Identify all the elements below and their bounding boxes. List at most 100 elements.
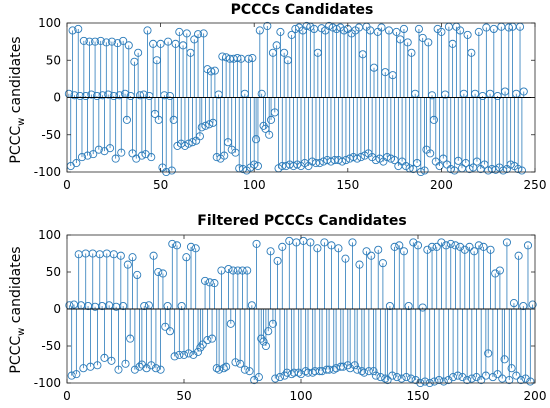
- chart-top-stem-marker: [197, 123, 206, 132]
- chart-bottom-stem-marker: [463, 375, 472, 385]
- chart-bottom-stem-marker: [516, 375, 526, 385]
- chart-top-stem-marker: [119, 36, 128, 45]
- chart-top-stem-marker: [164, 37, 173, 46]
- chart-top-stem-marker: [193, 30, 203, 39]
- chart-top-stem-marker: [519, 87, 528, 96]
- chart-top-stem-marker: [68, 26, 77, 35]
- chart-bottom-stem-marker: [208, 334, 217, 343]
- chart-bottom-stem-marker: [449, 373, 458, 382]
- chart-bottom-stem-marker: [236, 359, 245, 368]
- chart-bottom-stem-marker: [507, 364, 516, 373]
- chart-bottom-stem-marker: [250, 375, 259, 385]
- chart-top-stem-marker: [111, 154, 120, 163]
- chart-top-stem-marker: [456, 26, 465, 35]
- chart-bottom-stem-marker: [222, 362, 231, 371]
- chart-bottom-stem-marker: [432, 242, 441, 251]
- chart-bottom-stem-marker: [451, 241, 460, 250]
- chart-bottom-ytick-label: -50: [41, 339, 61, 353]
- chart-bottom-stem-marker: [147, 361, 156, 370]
- chart-bottom-stem-marker: [500, 355, 509, 364]
- chart-bottom-ytick-label: 0: [53, 302, 61, 316]
- chart-top-stem-marker: [96, 36, 105, 45]
- chart-bottom-stem-marker: [437, 238, 446, 247]
- chart-top-stem-marker: [253, 161, 262, 171]
- chart-top-stem-marker: [266, 115, 276, 124]
- chart-bottom-ytick-label: -100: [34, 376, 61, 390]
- chart-bottom-stem-marker: [151, 364, 160, 373]
- chart-top-stem-marker: [102, 38, 111, 47]
- chart-bottom-stem-marker: [439, 377, 448, 386]
- chart-bottom-stem-marker: [390, 242, 399, 251]
- chart-top: PCCCs Candidates PCCCw candidates 0 50 100…: [8, 2, 546, 192]
- chart-top-stem-marker: [499, 166, 508, 175]
- chart-top-title: PCCCs Candidates: [231, 2, 374, 18]
- chart-top-stem-marker: [338, 157, 347, 166]
- chart-top-stem-marker: [233, 53, 242, 63]
- chart-bottom-stem-marker: [491, 269, 500, 278]
- chart-bottom-stem-marker: [210, 279, 219, 288]
- chart-top-stem-marker: [188, 138, 197, 147]
- chart-top-stem-marker: [302, 21, 311, 31]
- chart-top-stem-marker: [255, 26, 264, 35]
- chart-bottom-stem-marker: [456, 242, 465, 251]
- chart-top-ytick-label: 0: [53, 91, 61, 105]
- chart-bottom-stem-marker: [238, 266, 247, 275]
- chart-bottom-axes: 0 50 100 150 200 100 50 0 -50 -100: [34, 228, 547, 403]
- chart-top-stem-marker: [79, 36, 88, 45]
- chart-bottom-stem-marker: [306, 238, 315, 247]
- chart-bottom-stem-marker: [231, 358, 240, 367]
- chart-bottom-stem-marker: [495, 266, 504, 275]
- chart-top-stem-marker: [201, 121, 210, 130]
- chart-bottom-stem-marker: [353, 365, 362, 374]
- chart-bottom-stem-marker: [367, 251, 376, 260]
- chart-top-stem-marker: [276, 27, 285, 36]
- chart-top-stem-marker: [248, 53, 257, 63]
- chart-top-stem-marker: [465, 164, 474, 174]
- chart-bottom-stem-marker: [512, 371, 521, 380]
- chart-bottom-stem-marker: [140, 301, 149, 311]
- chart-bottom-stem-marker: [348, 238, 357, 247]
- chart-bottom-stem-marker: [189, 350, 198, 359]
- chart-bottom-stem-marker: [119, 301, 128, 311]
- chart-top-stem-marker: [89, 150, 98, 159]
- chart-top-stem-marker: [407, 48, 416, 57]
- chart-bottom-stem-marker: [201, 276, 210, 285]
- chart-bottom-stem-marker: [172, 241, 182, 250]
- chart-bottom-stem-marker: [196, 343, 205, 352]
- chart-bottom-stem-marker: [203, 336, 212, 345]
- chart-top-stem-marker: [83, 151, 92, 160]
- chart-bottom-stem-marker: [191, 244, 200, 253]
- chart-top-stem-marker: [122, 115, 131, 124]
- chart-bottom-stem-marker: [362, 247, 371, 256]
- chart-bottom-stem-marker: [114, 365, 123, 374]
- chart-top-stem-marker: [220, 151, 229, 160]
- chart-top-stem-marker: [205, 120, 214, 129]
- chart-bottom-stem-marker: [474, 241, 483, 250]
- chart-top-stem-marker: [85, 37, 94, 46]
- chart-top-stem-marker: [366, 26, 375, 35]
- chart-top-stem-marker: [429, 115, 438, 124]
- chart-bottom-stem-marker: [252, 239, 261, 248]
- chart-bottom-stem-marker: [453, 371, 462, 380]
- chart-top-stem-marker: [424, 38, 433, 47]
- chart-bottom-stem-marker: [219, 364, 228, 373]
- chart-bottom-stem-marker: [460, 245, 469, 254]
- chart-bottom-ytick-label: 50: [46, 265, 61, 279]
- chart-top-stem-marker: [403, 38, 412, 47]
- chart-bottom-stem-marker: [477, 375, 486, 385]
- chart-top-stem-marker: [399, 24, 409, 34]
- chart-top-stem-marker: [143, 26, 152, 35]
- chart-bottom-stem-marker: [409, 238, 418, 247]
- chart-top-stem-marker: [165, 91, 175, 101]
- chart-bottom-stem-marker: [470, 247, 479, 256]
- chart-bottom-stem-marker: [215, 365, 224, 374]
- chart-top-stem-marker: [199, 29, 208, 38]
- chart-top-stem-marker: [107, 37, 116, 46]
- chart-bottom-stem-marker: [177, 301, 186, 311]
- chart-bottom-stem-marker: [418, 303, 427, 312]
- chart-bottom-marks: [65, 236, 537, 388]
- chart-bottom-stem-marker: [313, 244, 322, 253]
- chart-bottom-stem-marker: [484, 349, 493, 358]
- chart-bottom-stem-marker: [327, 241, 336, 250]
- chart-bottom-stem-marker: [156, 365, 165, 374]
